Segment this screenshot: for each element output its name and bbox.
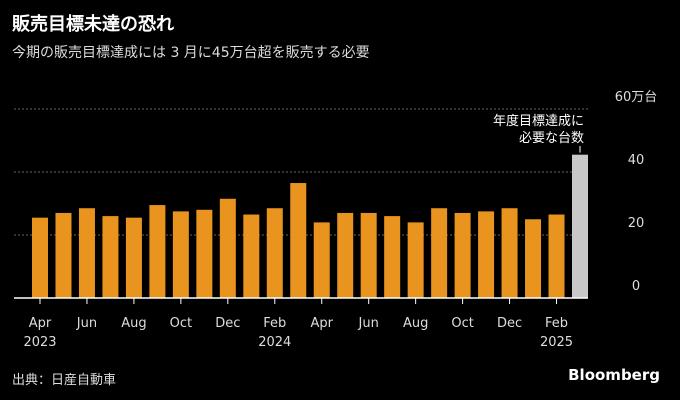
x-tick-label: Aug: [403, 316, 428, 331]
bar: [55, 212, 72, 298]
bar: [78, 208, 95, 298]
chart-title: 販売目標未達の恐れ: [12, 14, 174, 35]
bar: [243, 214, 260, 298]
y-tick-label: 40: [628, 153, 645, 168]
x-tick-label: Oct: [451, 316, 473, 331]
x-tick-label: Dec: [215, 316, 240, 331]
bar: [572, 154, 588, 298]
bar: [478, 211, 495, 298]
x-tick-label: Dec: [497, 316, 522, 331]
x-tick-label: Feb: [545, 316, 568, 331]
bar: [431, 208, 448, 298]
bar: [313, 222, 330, 298]
x-tick-year-label: 2025: [540, 335, 573, 350]
bar: [125, 217, 142, 298]
x-tick-label: Apr: [29, 316, 52, 331]
chart-subtitle: 今期の販売目標達成には 3 月に45万台超を販売する必要: [12, 45, 370, 61]
y-tick-label: 60万台: [615, 90, 658, 105]
bar: [172, 211, 189, 298]
bar: [360, 212, 377, 298]
bar: [219, 198, 236, 298]
x-tick-label: Aug: [121, 316, 146, 331]
x-tick-label: Feb: [263, 316, 286, 331]
bar: [32, 217, 48, 298]
y-tick-label: 20: [628, 216, 645, 231]
x-tick-label: Oct: [170, 316, 192, 331]
annotation-text: 年度目標達成に: [493, 113, 584, 129]
bar: [196, 209, 213, 298]
bar: [384, 216, 401, 298]
x-tick-year-label: 2023: [23, 335, 56, 350]
bar: [337, 212, 354, 298]
x-tick-label: Jun: [76, 316, 97, 331]
annotation-text: 必要な台数: [519, 131, 584, 146]
bar: [407, 222, 424, 298]
bar: [454, 212, 471, 298]
x-tick-label: Jun: [358, 316, 379, 331]
x-tick-year-label: 2024: [258, 335, 291, 350]
bar: [548, 214, 565, 298]
bar: [266, 208, 283, 298]
y-tick-label: 0: [632, 279, 640, 294]
bar: [102, 216, 119, 298]
source-note: 出典：日産自動車: [12, 373, 117, 388]
bar: [525, 219, 542, 298]
bar: [149, 205, 166, 298]
x-tick-label: Apr: [310, 316, 333, 331]
bloomberg-logo: Bloomberg: [568, 366, 660, 384]
bar: [501, 208, 518, 298]
bar: [290, 183, 307, 298]
